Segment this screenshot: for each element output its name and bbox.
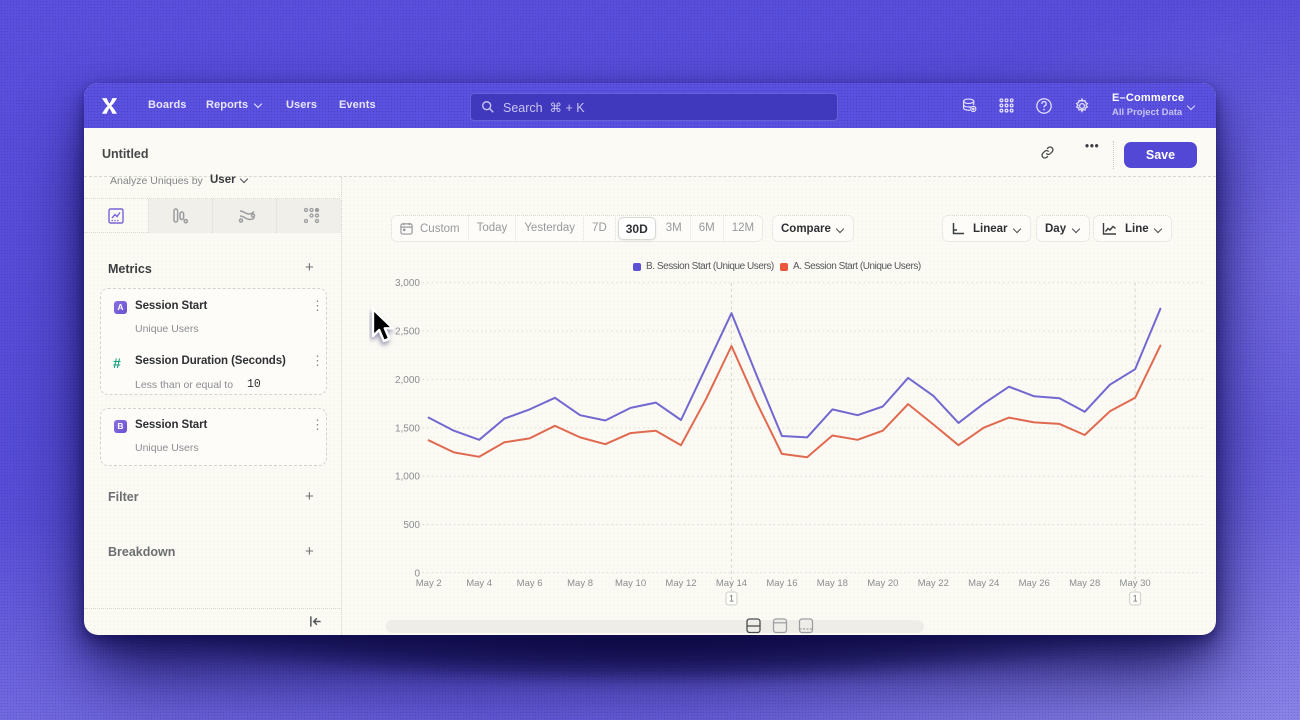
svg-text:May 8: May 8 — [567, 578, 593, 589]
svg-text:May 20: May 20 — [867, 578, 898, 589]
svg-text:1,000: 1,000 — [395, 472, 420, 483]
svg-text:May 4: May 4 — [466, 578, 492, 589]
svg-text:May 22: May 22 — [918, 578, 949, 589]
svg-text:May 10: May 10 — [615, 578, 646, 589]
svg-text:May 24: May 24 — [968, 578, 999, 589]
svg-text:0: 0 — [414, 568, 420, 579]
svg-text:2,000: 2,000 — [395, 375, 420, 386]
svg-text:May 30: May 30 — [1120, 578, 1151, 589]
svg-text:May 28: May 28 — [1069, 578, 1100, 589]
svg-text:1: 1 — [729, 594, 734, 604]
svg-text:May 26: May 26 — [1019, 578, 1050, 589]
svg-text:3,000: 3,000 — [395, 278, 420, 289]
svg-text:May 16: May 16 — [766, 578, 797, 589]
svg-text:May 12: May 12 — [665, 578, 696, 589]
svg-text:May 18: May 18 — [817, 578, 848, 589]
svg-text:500: 500 — [403, 520, 420, 531]
svg-text:1,500: 1,500 — [395, 423, 420, 434]
svg-text:May 6: May 6 — [517, 578, 543, 589]
svg-text:1: 1 — [1133, 594, 1138, 604]
svg-text:May 2: May 2 — [416, 578, 442, 589]
svg-text:2,500: 2,500 — [395, 327, 420, 338]
svg-text:May 14: May 14 — [716, 578, 747, 589]
